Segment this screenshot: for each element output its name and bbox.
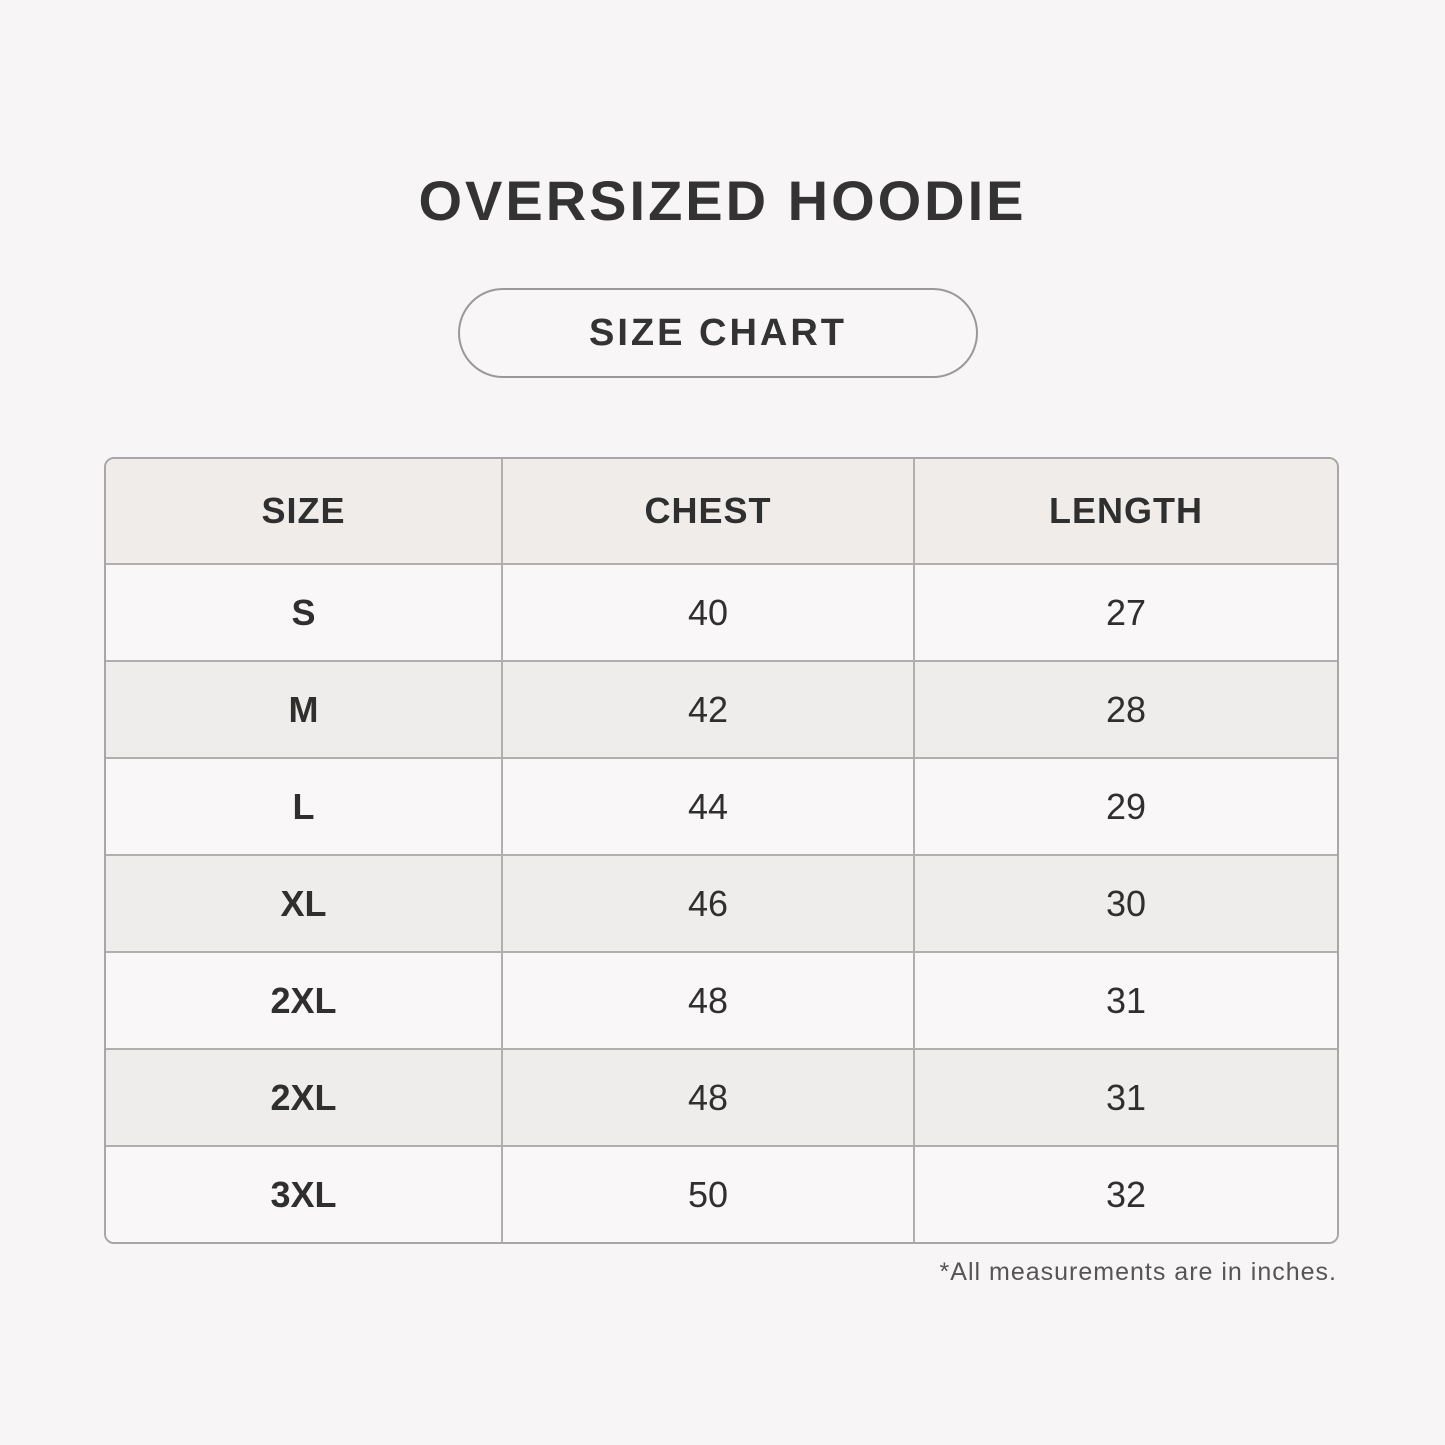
table-row: 2XL 48 31 <box>106 1050 1337 1147</box>
table-row: L 44 29 <box>106 759 1337 856</box>
cell-chest: 48 <box>503 953 915 1050</box>
cell-length: 30 <box>915 856 1337 953</box>
size-table: SIZE CHEST LENGTH S 40 27 M 42 28 L 44 29 XL 46 30 2… <box>104 457 1339 1244</box>
cell-chest: 42 <box>503 662 915 759</box>
measurement-note: *All measurements are in inches. <box>939 1258 1337 1286</box>
cell-size: S <box>106 565 503 662</box>
cell-chest: 48 <box>503 1050 915 1147</box>
table-row: 2XL 48 31 <box>106 953 1337 1050</box>
cell-size: 3XL <box>106 1147 503 1242</box>
cell-size: L <box>106 759 503 856</box>
cell-length: 28 <box>915 662 1337 759</box>
cell-size: 2XL <box>106 1050 503 1147</box>
header-length: LENGTH <box>915 459 1337 565</box>
cell-chest: 40 <box>503 565 915 662</box>
cell-size: XL <box>106 856 503 953</box>
cell-size: 2XL <box>106 953 503 1050</box>
cell-length: 29 <box>915 759 1337 856</box>
cell-length: 31 <box>915 953 1337 1050</box>
cell-chest: 50 <box>503 1147 915 1242</box>
table-row: XL 46 30 <box>106 856 1337 953</box>
cell-chest: 44 <box>503 759 915 856</box>
table-header-row: SIZE CHEST LENGTH <box>106 459 1337 565</box>
cell-length: 31 <box>915 1050 1337 1147</box>
table-row: S 40 27 <box>106 565 1337 662</box>
cell-length: 27 <box>915 565 1337 662</box>
cell-length: 32 <box>915 1147 1337 1242</box>
cell-chest: 46 <box>503 856 915 953</box>
table-row: 3XL 50 32 <box>106 1147 1337 1242</box>
size-chart-label: SIZE CHART <box>458 288 978 378</box>
page-title: OVERSIZED HOODIE <box>418 169 1027 232</box>
header-chest: CHEST <box>503 459 915 565</box>
cell-size: M <box>106 662 503 759</box>
table-row: M 42 28 <box>106 662 1337 759</box>
header-size: SIZE <box>106 459 503 565</box>
